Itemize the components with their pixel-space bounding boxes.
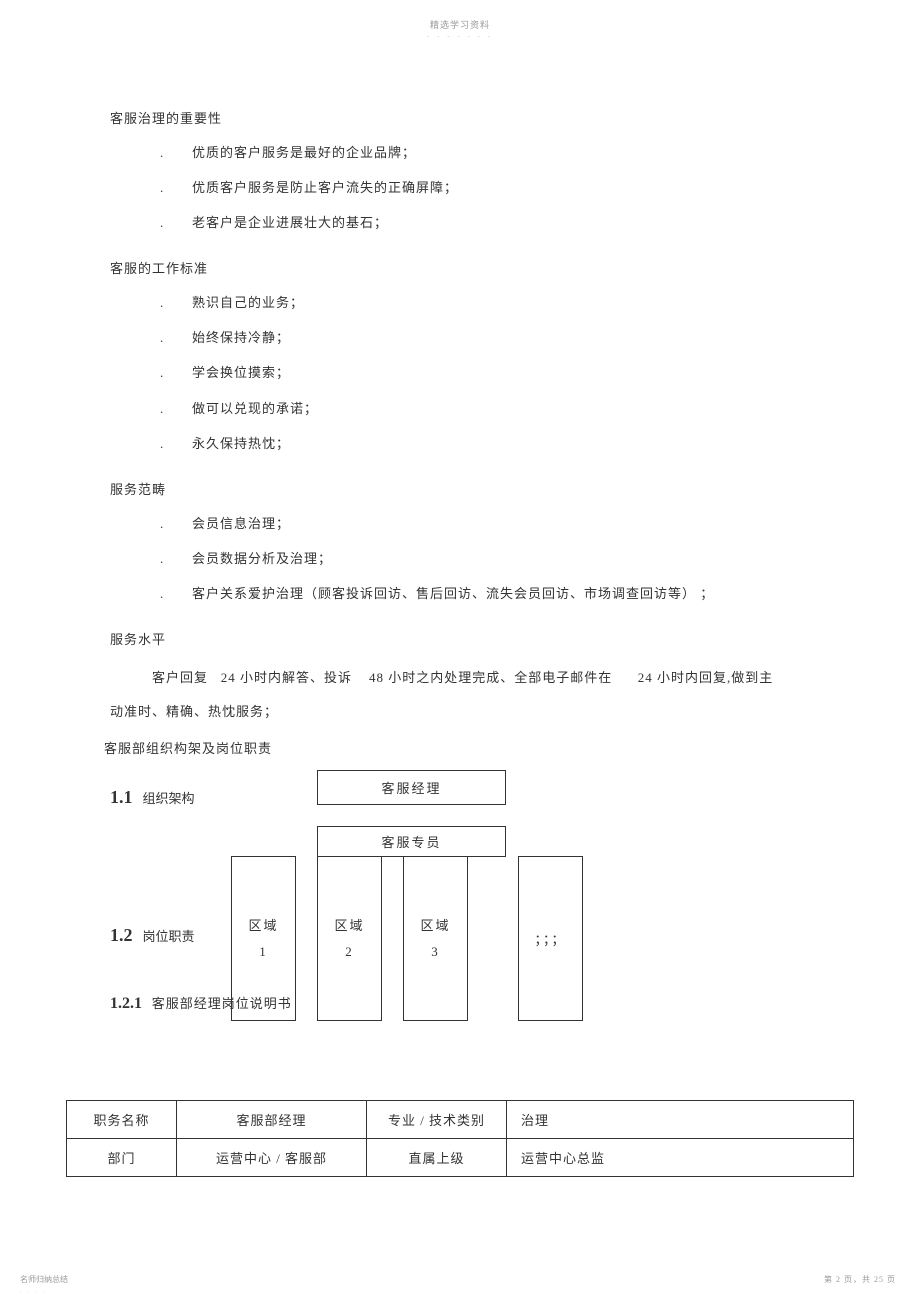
list-text: 会员数据分析及治理；	[192, 551, 332, 566]
org-chart: 客服经理 客服专员 区域 1 区域 2 区域 3 ；；； 1.2 岗位职责 1.…	[110, 770, 850, 1010]
region1-num: 1	[259, 939, 268, 965]
sla-p3: 48 小时之内处理完成、全部电子邮件在	[369, 670, 612, 685]
list-item: .做可以兑现的承诺；	[160, 391, 850, 426]
section-scope-title: 服务范畴	[110, 479, 850, 498]
list-item: .学会换位摸索；	[160, 355, 850, 390]
list-item: .优质的客户服务是最好的企业品牌；	[160, 135, 850, 170]
section-level-title: 服务水平	[110, 629, 850, 648]
section-importance-title: 客服治理的重要性	[110, 108, 850, 127]
org-node-manager: 客服经理	[317, 770, 506, 805]
sla-p4: 24 小时内回复,做到主	[638, 670, 774, 685]
org-node-region2: 区域 2	[317, 856, 382, 1021]
cell-supervisor-value: 运营中心总监	[507, 1139, 854, 1177]
heading-txt: 客服部经理岗位说明书	[152, 996, 292, 1011]
region3-num: 3	[431, 939, 440, 965]
list-text: 熟识自己的业务；	[192, 295, 304, 310]
page-header-sub: - - - - - - -	[0, 32, 920, 40]
cell-supervisor-label: 直属上级	[367, 1139, 507, 1177]
job-info-table: 职务名称 客服部经理 专业 / 技术类别 治理 部门 运营中心 / 客服部 直属…	[66, 1100, 854, 1177]
region3-label: 区域	[420, 913, 450, 939]
list-text: 老客户是企业进展壮大的基石；	[192, 215, 388, 230]
standards-list: .熟识自己的业务； .始终保持冷静； .学会换位摸索； .做可以兑现的承诺； .…	[160, 285, 850, 460]
sla-paragraph: 客户回复 24 小时内解答、投诉 48 小时之内处理完成、全部电子邮件在 24 …	[152, 662, 850, 693]
footer-right: 第 2 页，共 25 页	[824, 1274, 896, 1285]
sla-paragraph-2: 动准时、精确、热忱服务；	[110, 701, 850, 720]
region2-num: 2	[345, 939, 354, 965]
table-row: 部门 运营中心 / 客服部 直属上级 运营中心总监	[67, 1139, 854, 1177]
heading-txt: 岗位职责	[143, 929, 195, 944]
heading-num: 1.2.1	[110, 995, 142, 1012]
importance-list: .优质的客户服务是最好的企业品牌； .优质客户服务是防止客户流失的正确屏障； .…	[160, 135, 850, 240]
region1-label: 区域	[248, 913, 278, 939]
scope-list: .会员信息治理； .会员数据分析及治理； .客户关系爱护治理（顾客投诉回访、售后…	[160, 506, 850, 611]
org-node-more: ；；；	[518, 856, 583, 1021]
cell-category-value: 治理	[507, 1101, 854, 1139]
org-node-specialist: 客服专员	[317, 826, 506, 857]
list-text: 优质客户服务是防止客户流失的正确屏障；	[192, 180, 458, 195]
list-text: 优质的客户服务是最好的企业品牌；	[192, 145, 416, 160]
region2-label: 区域	[334, 913, 364, 939]
page-header: 精选学习资料	[0, 18, 920, 31]
list-text: 永久保持热忱；	[192, 436, 290, 451]
list-text: 学会换位摸索；	[192, 365, 290, 380]
list-text: 做可以兑现的承诺；	[192, 401, 318, 416]
cell-job-title-label: 职务名称	[67, 1101, 177, 1139]
list-text: 会员信息治理；	[192, 516, 290, 531]
cell-dept-value: 运营中心 / 客服部	[177, 1139, 367, 1177]
list-item: .始终保持冷静；	[160, 320, 850, 355]
heading-num: 1.2	[110, 925, 133, 945]
list-item: .永久保持热忱；	[160, 426, 850, 461]
list-text: 客户关系爱护治理（顾客投诉回访、售后回访、流失会员回访、市场调查回访等） ；	[192, 586, 714, 601]
list-item: .优质客户服务是防止客户流失的正确屏障；	[160, 170, 850, 205]
list-text: 始终保持冷静；	[192, 330, 290, 345]
cell-dept-label: 部门	[67, 1139, 177, 1177]
org-node-region3: 区域 3	[403, 856, 468, 1021]
document-body: 客服治理的重要性 .优质的客户服务是最好的企业品牌； .优质客户服务是防止客户流…	[110, 90, 850, 814]
heading-1-2: 1.2 岗位职责	[110, 925, 195, 946]
sla-p2: 24 小时内解答、投诉	[221, 670, 352, 685]
sla-p1: 客户回复	[152, 670, 208, 685]
footer-left: 名师归纳总结	[20, 1274, 68, 1285]
footer-sub: - - - -	[20, 1289, 47, 1295]
list-item: .会员数据分析及治理；	[160, 541, 850, 576]
list-item: .熟识自己的业务；	[160, 285, 850, 320]
list-item: .会员信息治理；	[160, 506, 850, 541]
section-org-title: 客服部组织构架及岗位职责	[104, 738, 850, 757]
list-item: .客户关系爱护治理（顾客投诉回访、售后回访、流失会员回访、市场调查回访等） ；	[160, 576, 850, 611]
table-row: 职务名称 客服部经理 专业 / 技术类别 治理	[67, 1101, 854, 1139]
heading-1-2-1: 1.2.1 客服部经理岗位说明书	[110, 993, 292, 1013]
list-item: .老客户是企业进展壮大的基石；	[160, 205, 850, 240]
cell-category-label: 专业 / 技术类别	[367, 1101, 507, 1139]
cell-job-title-value: 客服部经理	[177, 1101, 367, 1139]
section-standards-title: 客服的工作标准	[110, 258, 850, 277]
